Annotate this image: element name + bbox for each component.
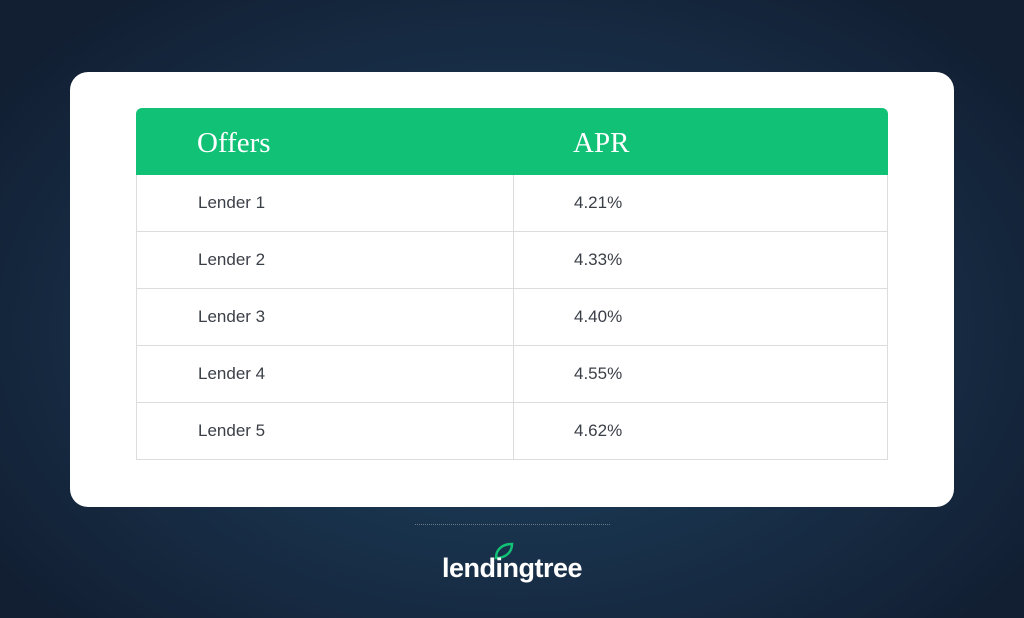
table-row: Lender 2 4.33% (136, 232, 888, 289)
table-cell: Lender 2 (198, 250, 266, 269)
logo-leaf (494, 542, 514, 560)
table-cell: 4.21% (513, 175, 622, 231)
table: Offers APR Lender 1 4.21% Lender 2 4.33% Len… (136, 108, 888, 460)
table-cell: 4.40% (513, 289, 622, 345)
table-header: Offers APR (136, 108, 888, 175)
table-cell: 4.55% (513, 346, 622, 402)
header-cell: Offers (197, 127, 271, 159)
table-cell: 4.62% (513, 403, 622, 459)
header-cell: APR (573, 127, 630, 159)
logo: lendingtree (441, 553, 583, 583)
table-row: Lender 5 4.62% (136, 403, 888, 460)
divider (415, 524, 610, 525)
table-row: Lender 4 4.55% (136, 346, 888, 403)
table-cell: Lender 5 (198, 421, 266, 440)
table-cell: 4.33% (513, 232, 622, 288)
table-row: Lender 3 4.40% (136, 289, 888, 346)
table-cell: Lender 1 (198, 193, 266, 212)
table-cell: Lender 4 (198, 364, 266, 383)
table-cell: Lender 3 (198, 307, 266, 326)
table-row: Lender 1 4.21% (136, 175, 888, 232)
